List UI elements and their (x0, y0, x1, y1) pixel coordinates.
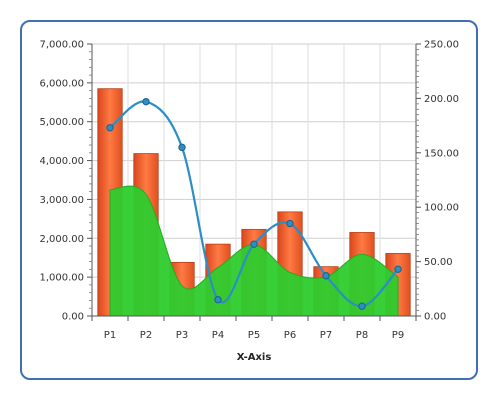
right-tick-label: 200.00 (424, 94, 459, 105)
x-tick-label: P8 (356, 330, 368, 341)
x-tick-label: P9 (392, 330, 404, 341)
line-marker (142, 97, 150, 106)
right-tick-label: 50.00 (424, 257, 453, 268)
x-tick-label: P4 (212, 330, 224, 341)
left-tick-label: 1,000.00 (39, 273, 84, 284)
left-tick-label: 6,000.00 (39, 78, 84, 89)
axes: 0.00 1,000.00 2,000.00 3,000.00 4,000.00 5,00… (39, 40, 459, 342)
left-tick-label: 7,000.00 (39, 40, 84, 51)
line-marker (394, 265, 402, 273)
line-series (106, 97, 402, 310)
line-marker (214, 295, 222, 304)
x-axis-title: X-Axis (237, 352, 272, 363)
line-marker (358, 302, 366, 310)
line-marker (106, 124, 114, 132)
right-tick-label: 0.00 (424, 312, 446, 323)
x-tick-label: P6 (284, 330, 296, 341)
x-tick-label: P7 (320, 330, 332, 341)
line-marker (178, 143, 186, 152)
line-marker (286, 219, 294, 228)
right-tick-label: 250.00 (424, 40, 459, 51)
x-tick-label: P3 (176, 330, 188, 341)
left-tick-label: 4,000.00 (39, 156, 84, 167)
left-tick-label: 3,000.00 (39, 195, 84, 206)
left-tick-label: 5,000.00 (39, 117, 84, 128)
left-tick-label: 0.00 (62, 312, 84, 323)
right-tick-label: 150.00 (424, 148, 459, 159)
right-tick-label: 100.00 (424, 203, 459, 214)
left-tick-label: 2,000.00 (39, 234, 84, 245)
line-marker (250, 240, 258, 248)
x-tick-label: P1 (104, 330, 116, 341)
line-marker (322, 272, 330, 280)
x-tick-label: P5 (248, 330, 260, 341)
line-path (109, 100, 399, 308)
x-tick-label: P2 (140, 330, 152, 341)
